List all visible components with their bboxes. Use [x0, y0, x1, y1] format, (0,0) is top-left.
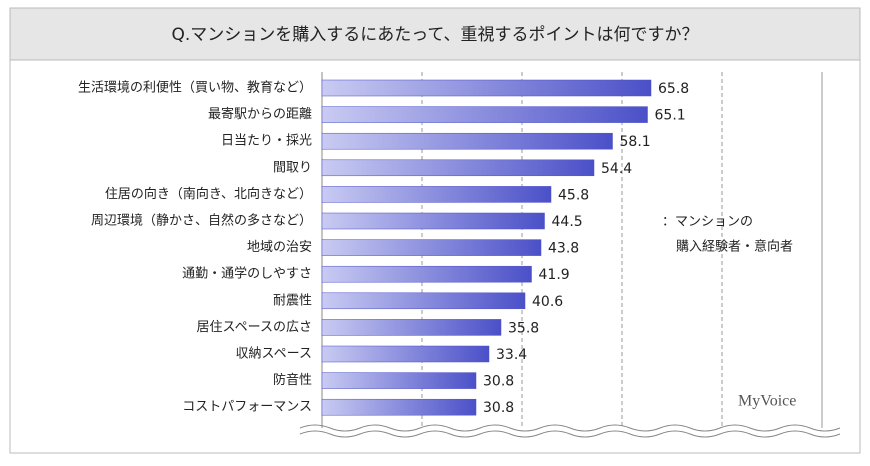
category-label: 生活環境の利便性（買い物、教育など）	[78, 80, 312, 96]
bar	[321, 106, 648, 123]
brand: MyVoice	[738, 393, 796, 410]
value-label: 30.8	[483, 400, 514, 416]
bar	[321, 345, 490, 363]
value-label: 45.8	[558, 187, 589, 203]
value-label: 30.8	[483, 374, 514, 390]
category-label: 住居の向き（南向き、北向きなど）	[105, 186, 312, 202]
category-label: コストパフォーマンス	[182, 400, 312, 415]
bar	[321, 132, 613, 150]
bar	[321, 159, 595, 177]
category-label: 地域の治安	[247, 240, 312, 255]
axis-break	[299, 424, 841, 438]
bar	[321, 79, 652, 97]
category-label: 間取り	[273, 160, 312, 175]
category-label: 日当たり・採光	[221, 134, 312, 149]
bar	[321, 292, 526, 310]
value-label: 65.8	[658, 81, 689, 97]
bar	[321, 398, 477, 416]
value-label: 54.4	[601, 161, 632, 177]
bar	[321, 186, 552, 203]
bar	[321, 372, 477, 389]
category-label: 通勤・通学のしやすさ	[182, 266, 312, 282]
category-label: 収納スペース	[236, 347, 312, 362]
value-label: 43.8	[548, 241, 579, 257]
legend-line: 購入経験者・意向者	[676, 239, 793, 255]
category-label: 耐震性	[273, 293, 312, 308]
bar	[321, 265, 532, 283]
value-label: 65.1	[655, 108, 686, 124]
chart-title: Q.マンションを購入するにあたって、重視するポイントは何ですか？	[171, 25, 698, 45]
value-label: 33.4	[496, 347, 527, 363]
value-label: 40.6	[532, 294, 563, 310]
bar	[321, 212, 545, 230]
category-label: 居住スペースの広さ	[197, 320, 312, 335]
title-box	[9, 7, 861, 61]
category-label: 最寄駅からの距離	[208, 106, 312, 122]
category-label: 防音性	[273, 372, 312, 388]
bar	[321, 319, 502, 336]
value-label: 44.5	[552, 214, 583, 230]
bar	[321, 239, 542, 256]
value-label: 41.9	[539, 267, 570, 283]
value-label: 58.1	[620, 134, 651, 150]
value-label: 35.8	[508, 320, 539, 336]
legend-line: ：マンションの	[662, 215, 753, 230]
category-label: 周辺環境（静かさ、自然の多さなど）	[91, 213, 312, 229]
